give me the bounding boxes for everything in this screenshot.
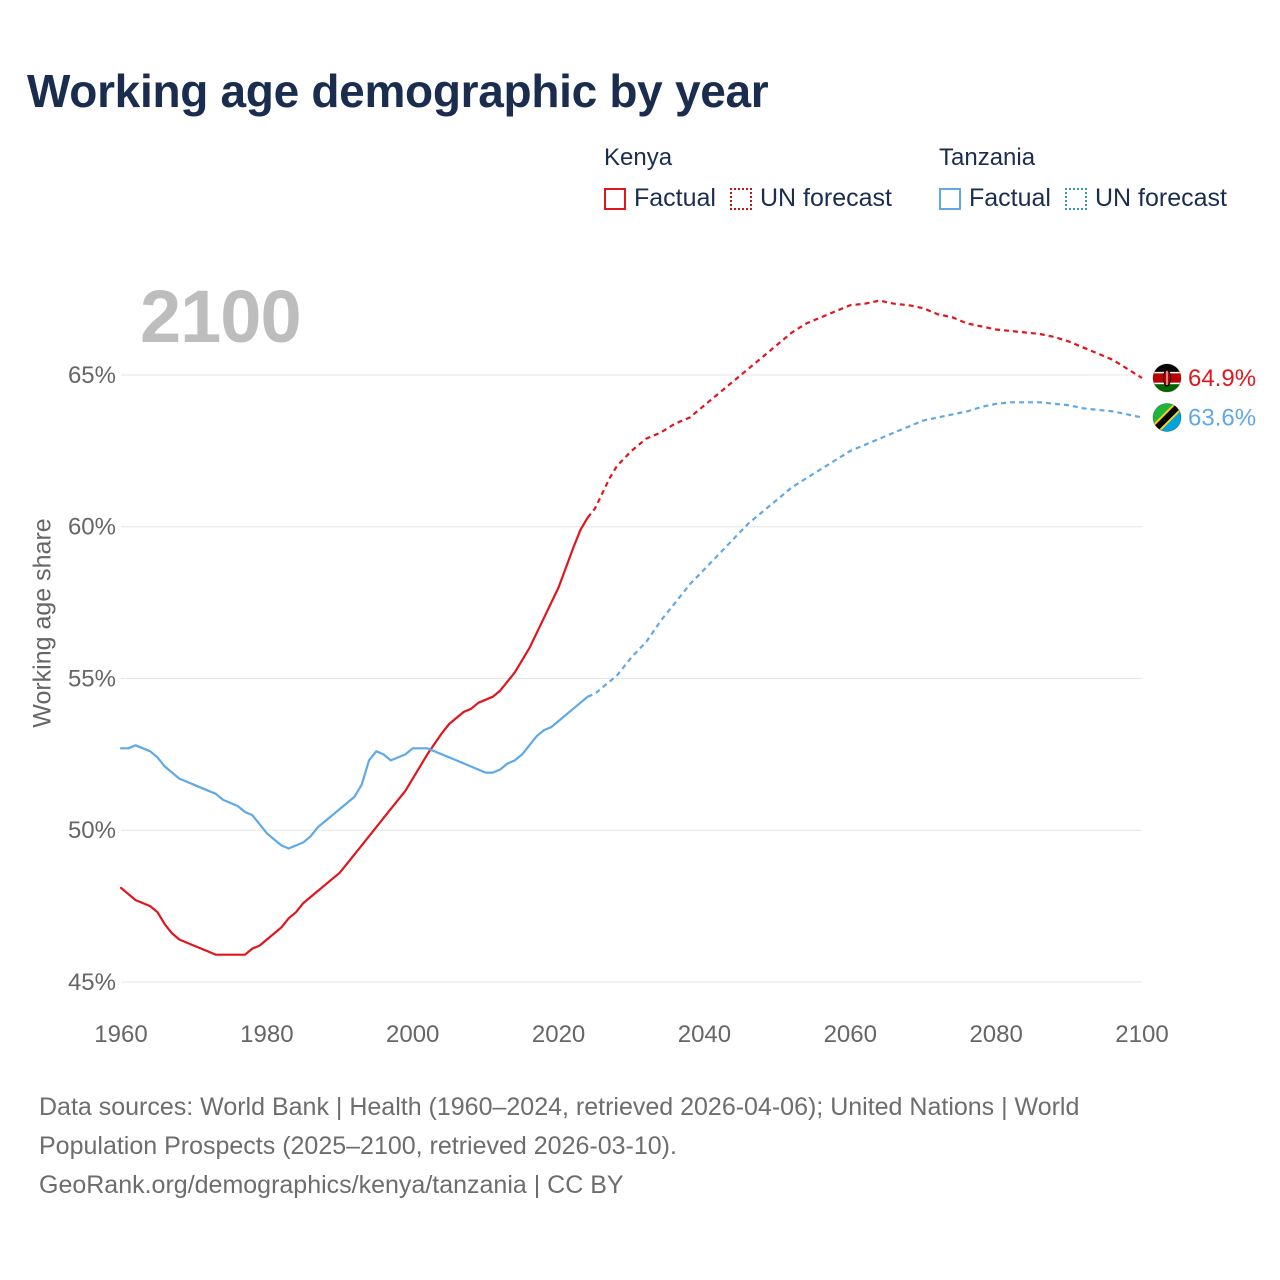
legend-tanzania: Tanzania Factual UN forecast [939,144,1241,213]
x-tick-label: 2000 [386,1021,439,1048]
legend-tanzania-factual-label: Factual [969,184,1051,212]
tanzania-end-value-label: 63.6% [1188,404,1256,431]
x-tick-label: 2020 [532,1021,585,1048]
footer-sources: Data sources: World Bank | Health (1960–… [39,1088,1239,1205]
legend-kenya-forecast[interactable]: UN forecast [729,184,892,213]
x-axis-ticks: 1960 1980 2000 2020 2040 2060 2080 2100 [94,1021,1168,1048]
chart-title: Working age demographic by year [27,65,769,117]
legend-tanzania-forecast[interactable]: UN forecast [1064,184,1227,213]
series-end-markers: 64.9% 63.6% [1152,363,1256,432]
y-axis-ticks: 45% 50% 55% 60% 65% [68,362,116,996]
legend-swatch-tanzania-forecast [1064,187,1087,210]
tanzania-factual-line[interactable] [119,695,589,850]
kenya-flag-icon [1152,363,1182,393]
kenya-end-value-label: 64.9% [1188,365,1256,392]
tanzania-forecast-line[interactable] [587,401,1143,698]
legend-kenya-title: Kenya [604,144,673,171]
footer-line-3[interactable]: GeoRank.org/demographics/kenya/tanzania … [39,1171,624,1199]
y-tick-label: 55% [68,665,116,692]
x-tick-label: 2080 [969,1021,1022,1048]
series-lines [119,299,1143,956]
kenya-forecast-line[interactable] [586,299,1143,519]
x-tick-label: 2100 [1115,1021,1168,1048]
legend-swatch-kenya-forecast [729,187,752,210]
legend-tanzania-factual[interactable]: Factual [939,184,1051,213]
legend-tanzania-title: Tanzania [939,144,1036,171]
x-tick-label: 2040 [678,1021,731,1048]
legend-kenya: Kenya Factual UN forecast [604,144,906,213]
legend-swatch-kenya-factual [604,187,626,210]
year-display: 2100 [140,275,302,358]
legend-kenya-factual-label: Factual [634,184,716,212]
legend-kenya-factual[interactable]: Factual [604,184,716,213]
y-tick-label: 60% [68,514,116,541]
y-tick-label: 45% [68,969,116,996]
y-tick-label: 50% [68,817,116,844]
footer-line-1: Data sources: World Bank | Health (1960–… [39,1093,1080,1121]
legend-tanzania-forecast-label: UN forecast [1094,184,1227,212]
tanzania-flag-icon [1152,402,1182,432]
line-chart: 45% 50% 55% 60% 65% 1960 1980 2000 2020 2040 2060… [68,299,1256,1048]
legend-swatch-tanzania-factual [939,187,961,210]
x-tick-label: 2060 [824,1021,877,1048]
y-tick-label: 65% [68,362,116,389]
kenya-factual-line[interactable] [119,516,589,956]
legend-kenya-forecast-label: UN forecast [759,184,892,212]
x-tick-label: 1980 [240,1021,293,1048]
footer-line-2: Population Prospects (2025–2100, retriev… [39,1132,677,1160]
x-tick-label: 1960 [94,1021,147,1048]
grid [121,374,1142,983]
